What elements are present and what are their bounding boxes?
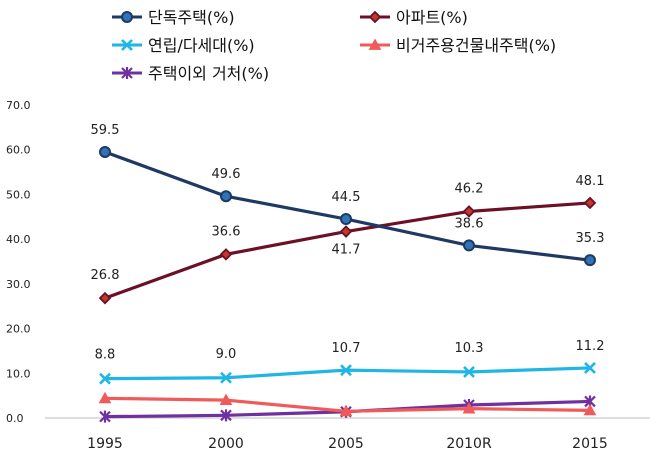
- y-tick-label: 30.0: [6, 278, 31, 291]
- data-label: 49.6: [212, 167, 241, 182]
- data-label: 10.7: [332, 341, 361, 356]
- data-label: 36.6: [212, 224, 241, 239]
- data-label: 8.8: [95, 348, 116, 363]
- legend-marker: [368, 38, 382, 50]
- data-point: [340, 213, 352, 226]
- data-point: [463, 239, 475, 252]
- data-point: [219, 393, 233, 406]
- y-tick-label: 20.0: [6, 323, 31, 336]
- data-point: [339, 225, 353, 238]
- data-label: 44.5: [332, 190, 361, 205]
- x-tick-label: 2005: [328, 436, 364, 452]
- data-point: [584, 254, 596, 267]
- data-point: [98, 291, 112, 305]
- data-label: 46.2: [455, 181, 484, 196]
- y-tick-label: 70.0: [6, 99, 31, 112]
- data-point: [583, 403, 597, 416]
- data-label: 59.5: [91, 123, 120, 138]
- chart-axes: 0.0 10.0 20.0 30.0 40.0 50.0 60.0 70.0 1995 2000 2…: [6, 99, 650, 452]
- data-point: [99, 145, 111, 158]
- y-tick-label: 0.0: [6, 412, 24, 425]
- legend-label: 연립/다세대(%): [148, 36, 255, 55]
- data-point: [463, 366, 475, 378]
- x-tick-label: 2010R: [446, 436, 492, 452]
- data-point: [462, 205, 476, 218]
- series-1: [98, 196, 597, 305]
- data-point: [340, 364, 352, 377]
- y-tick-label: 60.0: [6, 144, 31, 157]
- legend-item: 연립/다세대(%): [112, 36, 255, 55]
- x-tick-label: 2000: [208, 436, 244, 452]
- data-label: 26.8: [91, 268, 120, 283]
- x-tick-label: 2015: [572, 436, 608, 452]
- series-3: [98, 391, 597, 417]
- series-2: [99, 362, 596, 385]
- data-point: [220, 190, 232, 203]
- data-label: 38.6: [455, 216, 484, 231]
- legend-item: 주택이외 거처(%): [112, 64, 269, 83]
- series-0: [99, 145, 596, 267]
- x-tick-label: 1995: [87, 436, 123, 452]
- data-label: 41.7: [332, 243, 361, 258]
- data-point: [219, 248, 233, 261]
- legend: 단독주택(%) 아파트(%) 연립/다세대(%) 비거주용건물내주택(%) 주택이외 거…: [112, 8, 556, 83]
- data-point: [584, 362, 596, 374]
- data-point: [220, 371, 232, 384]
- legend-label: 단독주택(%): [148, 8, 235, 27]
- data-point: [339, 404, 353, 417]
- data-labels: 59.5 49.6 44.5 38.6 35.3 26.8 36.6 41.7 46.2 48.1…: [91, 123, 605, 363]
- legend-marker: [121, 67, 133, 79]
- legend-item: 비거주용건물내주택(%): [360, 36, 556, 55]
- legend-marker: [121, 11, 133, 23]
- series-layer: [98, 145, 597, 423]
- data-label: 10.3: [455, 341, 484, 356]
- data-label: 35.3: [576, 231, 605, 246]
- legend-label: 주택이외 거처(%): [148, 64, 269, 83]
- data-label: 9.0: [216, 347, 237, 362]
- y-tick-label: 50.0: [6, 188, 31, 201]
- y-tick-label: 10.0: [6, 367, 31, 380]
- y-tick-label: 40.0: [6, 233, 31, 246]
- legend-marker: [121, 39, 133, 51]
- data-point: [583, 196, 597, 210]
- data-point: [99, 410, 111, 423]
- legend-marker: [368, 10, 382, 24]
- data-point: [99, 372, 111, 385]
- legend-label: 비거주용건물내주택(%): [396, 36, 556, 55]
- legend-label: 아파트(%): [396, 8, 468, 27]
- data-label: 11.2: [576, 339, 605, 354]
- data-point: [98, 391, 112, 404]
- legend-item: 아파트(%): [360, 8, 468, 27]
- data-point: [220, 409, 232, 422]
- data-label: 48.1: [576, 174, 605, 189]
- data-point: [462, 402, 476, 414]
- legend-item: 단독주택(%): [112, 8, 235, 27]
